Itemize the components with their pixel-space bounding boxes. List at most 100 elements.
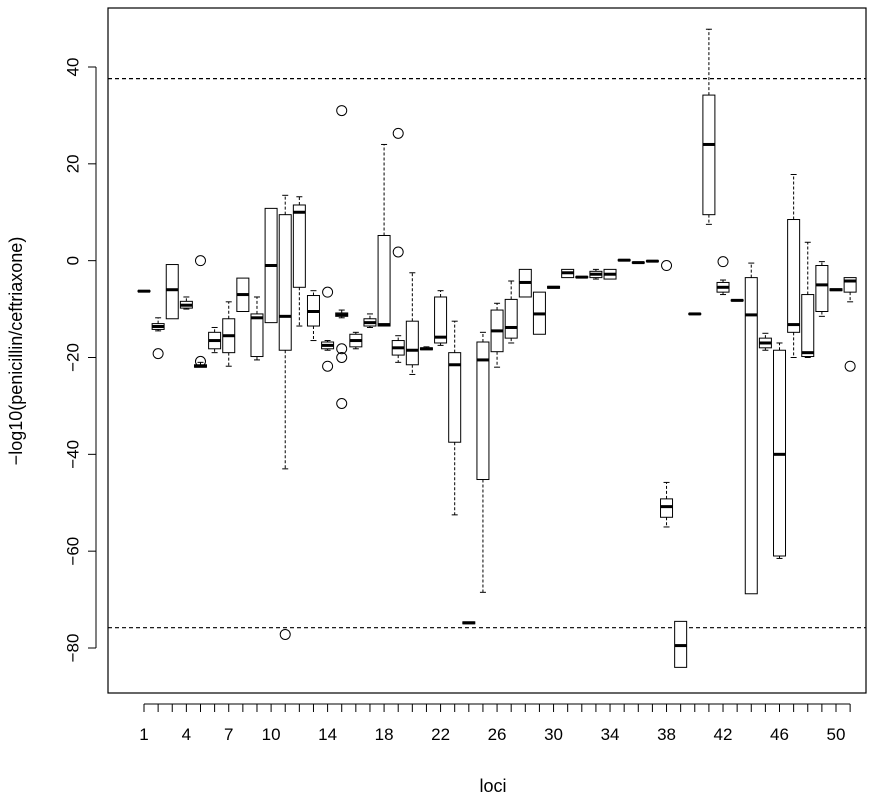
x-tick-label: 4 [182,725,191,744]
iqr-box [292,204,306,288]
iqr-box [434,296,448,344]
box-locus-25 [476,331,490,593]
box-locus-27 [504,280,518,344]
box-locus-2 [151,317,165,360]
box-locus-10 [264,207,278,324]
iqr-box [476,341,490,481]
box-locus-5 [193,255,207,368]
box-locus-32 [575,275,589,279]
x-tick-label: 26 [488,725,507,744]
outlier-point [717,256,729,268]
box-locus-42 [716,256,730,296]
box-locus-6 [208,326,222,354]
box-locus-24 [462,621,476,625]
outlier-point [194,255,206,267]
box-locus-7 [222,301,236,367]
box-locus-44 [744,262,758,595]
iqr-box [278,214,292,351]
box-locus-47 [787,173,801,358]
box-locus-33 [589,268,603,280]
outlier-point [322,286,334,298]
box-locus-51 [843,277,857,372]
box-locus-38 [660,260,674,528]
box-locus-37 [645,259,659,263]
y-axis-title: −log10(penicillin/ceftriaxone) [6,237,26,466]
box-locus-35 [617,258,631,262]
outlier-point [392,246,404,258]
box-locus-36 [631,261,645,265]
box-locus-46 [773,342,787,559]
box-locus-15 [335,105,349,409]
iqr-box [815,265,829,313]
outlier-point [336,343,348,355]
box-locus-30 [547,285,561,289]
iqr-box [165,264,179,320]
iqr-box [744,277,758,595]
iqr-box [504,298,518,339]
outlier-point [152,348,164,360]
x-tick-label: 46 [770,725,789,744]
x-tick-label: 34 [601,725,620,744]
x-tick-label: 10 [262,725,281,744]
box-locus-3 [165,264,179,320]
x-tick-label: 30 [544,725,563,744]
box-locus-41 [702,28,716,225]
box-locus-13 [306,290,320,342]
box-locus-14 [321,286,335,372]
outlier-point [279,628,291,640]
box-locus-11 [278,194,292,640]
y-tick-label: −60 [63,537,82,566]
x-tick-label: 1 [139,725,148,744]
outlier-point [336,105,348,117]
iqr-box [702,94,716,216]
outlier-point [194,355,206,367]
iqr-box [448,352,462,443]
box-locus-21 [419,346,433,351]
x-tick-label: 22 [431,725,450,744]
box-locus-40 [688,312,702,316]
box-locus-31 [561,268,575,279]
box-locus-49 [815,261,829,317]
x-tick-label: 7 [224,725,233,744]
outlier-point [322,360,334,372]
iqr-box [787,219,801,333]
x-axis: 1 4 7 10 14 18 22 26 30 34 38 42 46 50 [139,703,851,744]
iqr-box [801,294,815,358]
x-tick-label: 38 [657,725,676,744]
plot-frame [107,7,867,694]
box-locus-26 [490,302,504,368]
box-locus-48 [801,241,815,358]
y-tick-label: −20 [63,343,82,372]
box-locus-20 [405,272,419,375]
box-locus-43 [730,298,744,302]
box-locus-1 [137,289,151,293]
box-locus-23 [448,320,462,516]
y-tick-label: 20 [63,154,82,173]
y-tick-label: −40 [63,440,82,469]
box-locus-22 [434,290,448,346]
box-locus-16 [349,331,363,350]
outlier-point [336,352,348,363]
x-tick-label: 50 [827,725,846,744]
y-tick-label: −80 [63,634,82,663]
box-locus-19 [391,127,405,363]
outlier-point [844,360,856,372]
x-axis-title: loci [479,776,506,796]
box-locus-18 [377,143,391,327]
box-locus-4 [179,296,193,310]
outlier-point [336,397,348,409]
box-locus-8 [236,277,250,313]
box-locus-9 [250,296,264,361]
x-tick-label: 42 [714,725,733,744]
box-locus-29 [532,291,546,335]
x-tick-label: 18 [375,725,394,744]
iqr-box [377,234,391,327]
y-axis: 40 20 0 −20 −40 −60 −80 [63,58,97,663]
box-locus-28 [518,268,532,298]
box-locus-39 [674,620,688,668]
boxes [137,28,857,668]
y-tick-label: 0 [63,256,82,265]
outlier-point [661,260,673,272]
iqr-box [405,320,419,366]
